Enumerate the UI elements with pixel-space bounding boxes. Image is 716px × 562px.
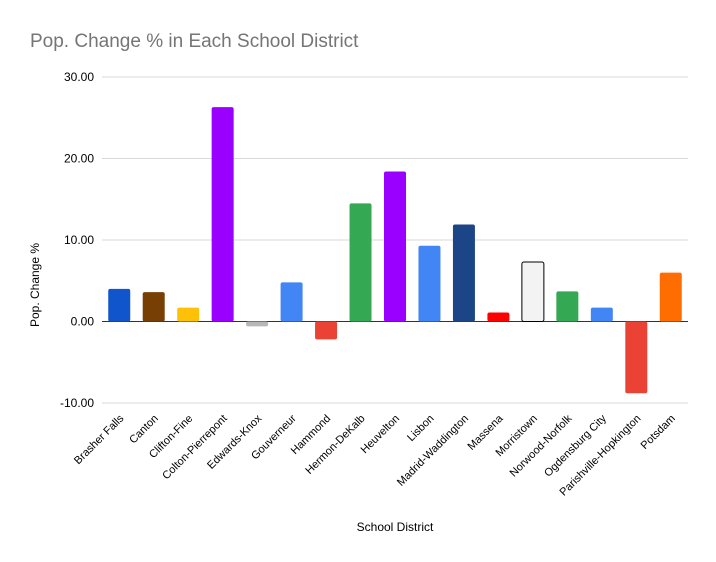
grid-layer: 30.00 20.00 10.00 0.00 -10.00 [60, 70, 688, 410]
x-tick-label: Colton-Pierrepont [160, 413, 229, 482]
x-tick-labels: Brasher Falls CantonClifton-FineColton-Pi… [72, 412, 678, 498]
y-tick-label: 0.00 [71, 315, 95, 329]
bar [211, 107, 234, 322]
x-tick-label: Brasher Falls [72, 412, 127, 467]
x-tick-label: Potsdam [639, 413, 678, 452]
x-axis-title: School District [357, 520, 434, 534]
bar [452, 224, 475, 322]
bar-layer [108, 107, 682, 394]
chart-title: Pop. Change % in Each School District [30, 31, 359, 52]
x-tick-label: Ogdensburg City [542, 412, 609, 479]
bar [487, 312, 510, 322]
y-axis-title: Pop. Change % [28, 243, 42, 327]
x-tick-label: Canton [127, 413, 161, 447]
bar [590, 307, 613, 322]
bar [418, 245, 441, 322]
bar [108, 288, 131, 322]
y-tick-label: 20.00 [64, 152, 94, 166]
bar [659, 272, 682, 322]
bar [177, 307, 200, 322]
y-tick-label: 10.00 [64, 233, 94, 247]
bar [315, 321, 338, 340]
bar [625, 321, 648, 394]
x-tick-label: Hermon-DeKalb [303, 413, 367, 477]
bar [384, 171, 406, 322]
bar [142, 292, 165, 322]
y-tick-label: -10.00 [60, 396, 94, 410]
bar [349, 203, 372, 322]
bar [521, 261, 545, 323]
x-tick-label: Norwood-Norfolk [508, 412, 575, 479]
bar [556, 291, 579, 322]
x-tick-label: Lisbon [405, 413, 436, 444]
bar [280, 282, 303, 322]
y-tick-label: 30.00 [64, 70, 94, 84]
bar [246, 321, 269, 327]
